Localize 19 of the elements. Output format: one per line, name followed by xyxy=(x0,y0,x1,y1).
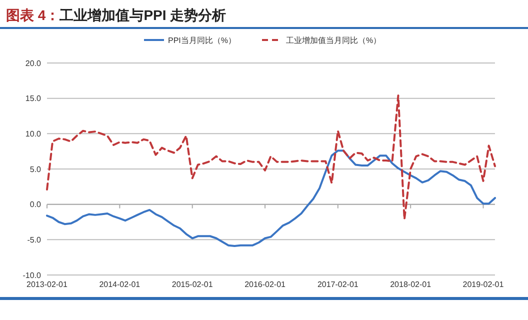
x-tick-label: 2013-02-01 xyxy=(26,280,68,289)
y-tick-label: 0.0 xyxy=(30,200,42,210)
y-tick-label: 20.0 xyxy=(25,58,42,68)
line-series xyxy=(46,150,496,248)
x-tick-label: 2015-02-01 xyxy=(172,280,214,289)
x-tick-label: 2016-02-01 xyxy=(244,280,286,289)
legend-label: PPI当月同比（%） xyxy=(168,36,236,45)
line-series xyxy=(46,94,496,220)
y-tick-label: 15.0 xyxy=(25,94,42,104)
chart-title: 图表 4：工业增加值与PPI 走势分析 xyxy=(6,7,226,23)
y-tick-label: 5.0 xyxy=(30,164,42,174)
x-tick-label: 2014-02-01 xyxy=(99,280,141,289)
x-tick-label: 2018-02-01 xyxy=(390,280,432,289)
x-tick-label: 2019-02-01 xyxy=(462,280,504,289)
y-tick-label: -5.0 xyxy=(27,235,42,244)
y-tick-label: -10.0 xyxy=(22,270,42,280)
x-tick-label: 2017-02-01 xyxy=(317,280,359,289)
legend-label: 工业增加值当月同比（%） xyxy=(286,36,382,45)
y-tick-label: 10.0 xyxy=(25,129,42,138)
